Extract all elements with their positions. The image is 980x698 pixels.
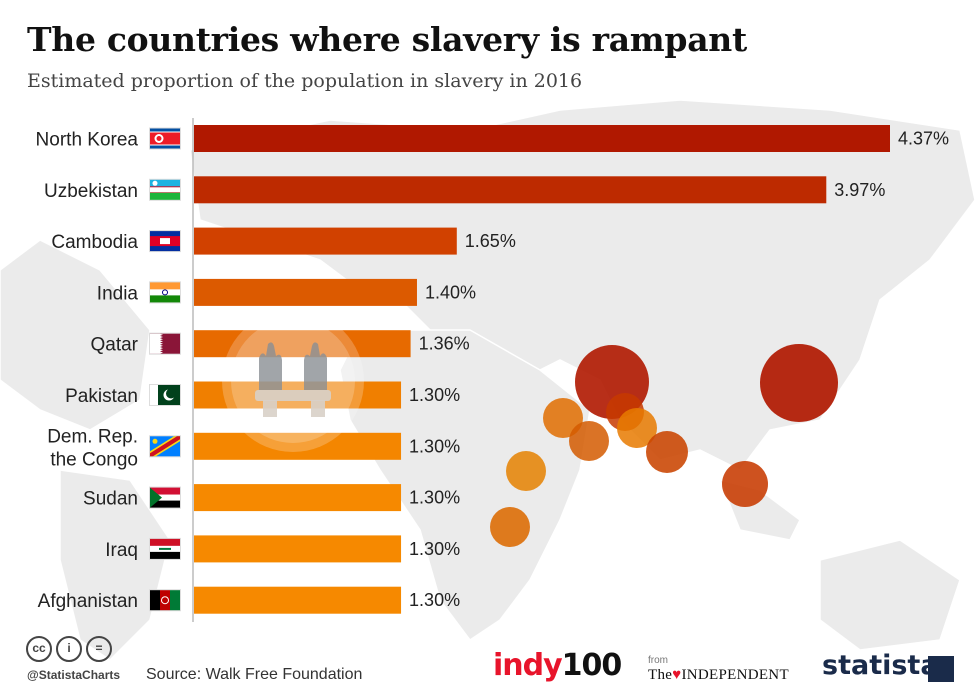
from-label: from: [648, 655, 668, 666]
independent-logo: The♥INDEPENDENT: [648, 667, 789, 684]
bar-4: [194, 330, 411, 358]
iraq-flag-icon: [149, 537, 181, 560]
category-label: Pakistan: [65, 386, 138, 407]
chart-title: The countries where slavery is rampant: [27, 20, 747, 59]
eagle-icon: ♥: [672, 667, 682, 683]
cambodia-flag-icon: [149, 230, 181, 253]
qatar-flag-icon: [149, 332, 181, 355]
value-label: 1.36%: [419, 334, 470, 354]
category-label-line: the Congo: [50, 449, 138, 470]
category-label: Dem. Rep. the Congo: [47, 426, 138, 470]
north-korea-flag-icon: [149, 127, 181, 150]
value-label: 1.30%: [409, 436, 460, 456]
value-label: 1.30%: [409, 590, 460, 610]
bar-2: [194, 227, 457, 255]
independent-logo-the: The: [648, 667, 673, 683]
category-label: Iraq: [105, 540, 138, 561]
category-label: India: [97, 283, 139, 304]
statista-handle: @StatistaCharts: [27, 668, 121, 682]
chart-subtitle: Estimated proportion of the population i…: [27, 70, 583, 92]
afghanistan-flag-icon: [149, 589, 181, 612]
value-label: 1.65%: [465, 231, 516, 251]
category-label: Uzbekistan: [44, 181, 138, 202]
bar-8: [194, 535, 402, 563]
bar-0: [194, 125, 890, 152]
indy100-logo-number: 100: [561, 648, 623, 683]
statista-logo-icon: [928, 656, 954, 682]
category-label: Cambodia: [51, 232, 138, 253]
statista-logo: statista: [822, 650, 939, 681]
license-icons: cc i =: [26, 636, 116, 662]
indy100-logo-text: indy: [493, 648, 563, 683]
bar-9: [194, 586, 402, 614]
handcuff-icon: [222, 310, 364, 452]
category-label: North Korea: [36, 130, 139, 151]
indy100-logo: indy100: [493, 648, 623, 683]
category-label: Qatar: [90, 335, 138, 356]
cc-icon: cc: [26, 636, 52, 662]
by-icon: i: [56, 636, 82, 662]
bar-3: [194, 278, 417, 306]
value-label: 1.30%: [409, 539, 460, 559]
sudan-flag-icon: [149, 486, 181, 509]
uzbekistan-flag-icon: [149, 178, 181, 201]
source-note: Source: Walk Free Foundation: [146, 666, 363, 683]
category-label-line: Dem. Rep.: [47, 426, 138, 447]
category-label: Afghanistan: [38, 591, 138, 612]
value-label: 1.30%: [409, 488, 460, 508]
india-flag-icon: [149, 281, 181, 304]
value-label: 1.30%: [409, 385, 460, 405]
value-label: 4.37%: [898, 129, 949, 149]
value-label: 3.97%: [834, 180, 885, 200]
bar-7: [194, 484, 402, 512]
bar-6: [194, 432, 402, 460]
bar-1: [194, 176, 827, 204]
nd-icon: =: [86, 636, 112, 662]
category-label: Sudan: [83, 489, 138, 510]
pakistan-flag-icon: [149, 384, 181, 406]
independent-logo-text: INDEPENDENT: [681, 667, 789, 683]
value-label: 1.40%: [425, 282, 476, 302]
dr-congo-flag-icon: [149, 435, 181, 458]
